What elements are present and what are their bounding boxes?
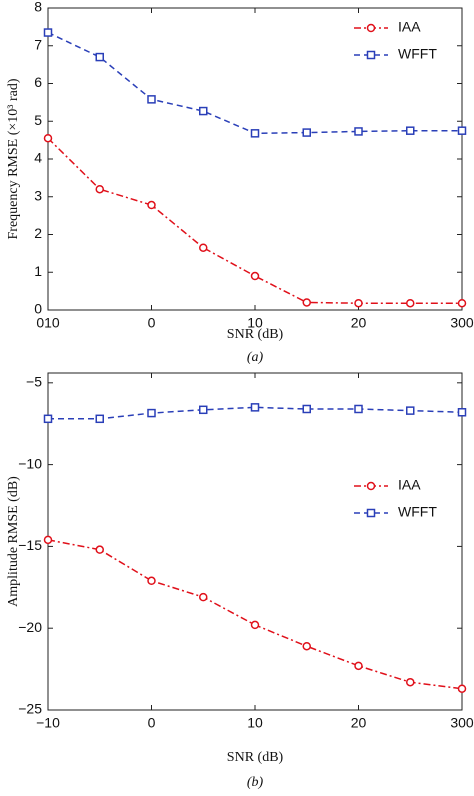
data-point: [457, 126, 467, 135]
data-point: [302, 641, 311, 651]
y-tick-label: 6: [34, 74, 42, 90]
data-point: [250, 620, 260, 630]
series-line: [47, 137, 462, 304]
plot-frame: [47, 372, 463, 711]
x-tick-label: 010: [36, 315, 60, 331]
legend-marker: [366, 508, 376, 518]
data-point: [199, 592, 208, 602]
y-tick-label: 5: [34, 112, 42, 128]
y-tick-label: −10: [18, 455, 42, 471]
data-point: [250, 403, 260, 412]
data-point: [95, 545, 104, 554]
legend-label: WFFT: [398, 504, 437, 520]
y-axis-label: Amplitude RMSE (dB): [6, 476, 21, 607]
x-tick-label: 0: [148, 315, 156, 331]
x-tick-label: 20: [351, 715, 367, 731]
data-point: [199, 106, 208, 116]
data-point: [406, 298, 415, 308]
data-point: [250, 271, 260, 281]
y-tick-label: 0: [34, 301, 42, 317]
data-point: [95, 52, 104, 62]
y-tick-label: 8: [34, 0, 42, 15]
legend-label: IAA: [398, 19, 421, 35]
legend-marker: [366, 50, 376, 60]
data-point: [457, 408, 467, 417]
data-point: [95, 414, 104, 424]
data-point: [43, 414, 53, 424]
data-point: [199, 243, 208, 252]
data-point: [354, 298, 363, 308]
y-tick-label: 4: [34, 150, 42, 166]
data-point: [302, 128, 311, 137]
x-tick-label: 300: [450, 715, 474, 731]
data-point: [406, 126, 415, 135]
data-point: [250, 129, 260, 138]
data-point: [199, 405, 208, 415]
data-point: [406, 677, 415, 687]
legend-label: WFFT: [398, 46, 437, 62]
series-line: [47, 539, 463, 690]
x-axis-label: SNR (dB): [227, 327, 284, 342]
legend-marker: [366, 481, 376, 491]
x-tick-label: 20: [351, 315, 367, 331]
y-tick-label: 1: [34, 263, 42, 279]
y-tick-label: 2: [34, 225, 42, 241]
data-point: [354, 404, 363, 414]
data-point: [354, 661, 363, 671]
data-point: [302, 298, 311, 307]
data-point: [406, 406, 415, 415]
data-point: [43, 28, 53, 37]
series-line: [48, 406, 463, 420]
x-axis-label: SNR (dB): [227, 750, 284, 765]
y-tick-label: −25: [18, 701, 42, 717]
data-point: [147, 95, 156, 104]
data-point: [147, 576, 156, 586]
data-point: [43, 133, 53, 143]
y-axis-label: Frequency RMSE (×10³ rad): [6, 78, 21, 239]
data-point: [457, 298, 467, 308]
y-tick-label: −15: [18, 537, 42, 553]
legend-label: IAA: [398, 477, 421, 493]
x-tick-label: 300: [450, 315, 474, 331]
y-tick-label: −5: [26, 374, 42, 390]
x-tick-label: 10: [247, 715, 263, 731]
data-point: [302, 404, 311, 414]
caption: (b): [247, 775, 264, 790]
data-point: [354, 127, 363, 136]
data-point: [147, 408, 156, 418]
data-point: [95, 184, 104, 194]
data-point: [43, 535, 53, 545]
x-tick-label: −10: [36, 715, 60, 731]
y-tick-label: −20: [18, 619, 42, 635]
data-point: [147, 200, 156, 210]
y-tick-label: 3: [34, 187, 42, 203]
legend-marker: [366, 23, 376, 33]
caption: (a): [247, 350, 264, 365]
x-tick-label: 0: [148, 715, 156, 731]
x-tick-label: 10: [247, 315, 263, 331]
y-tick-label: 7: [34, 36, 42, 52]
data-point: [457, 684, 467, 693]
